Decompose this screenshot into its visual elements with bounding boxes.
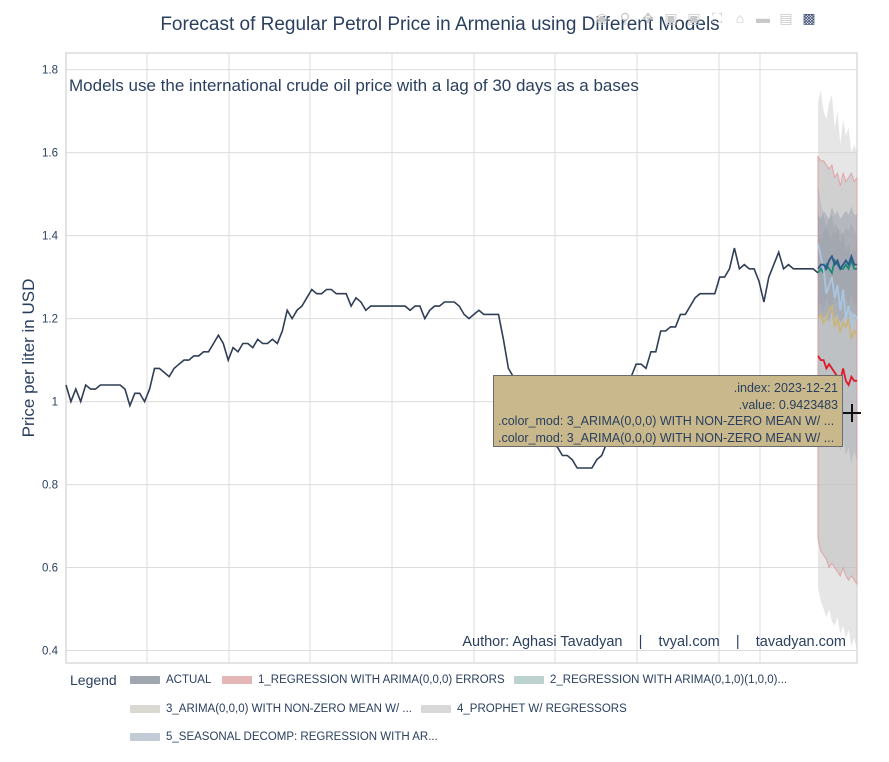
plotly-logo-icon[interactable]: ▩ (802, 9, 816, 26)
hover-tooltip: .index: 2023-12-21 .value: 0.9423483 .co… (493, 375, 843, 447)
tooltip-index: .index: 2023-12-21 (733, 381, 838, 395)
y-tick-label: 0.4 (42, 646, 59, 658)
pan-icon[interactable]: ✥ (642, 9, 654, 26)
forecast-line-5 (817, 253, 857, 271)
y-tick-label: 1.8 (42, 65, 58, 77)
legend-swatch (421, 705, 451, 713)
legend-label: 5_SEASONAL DECOMP: REGRESSION WITH AR... (166, 731, 438, 743)
legend-title: Legend (70, 672, 117, 688)
chart-title: Forecast of Regular Petrol Price in Arme… (160, 14, 719, 35)
tooltip-color-mod-2: .color_mod: 3_ARIMA(0,0,0) WITH NON-ZERO… (498, 430, 835, 445)
y-tick-label: 0.6 (42, 563, 58, 575)
compare-icon[interactable]: ▤ (779, 9, 793, 26)
zoom-icon[interactable]: ⚲ (619, 9, 631, 26)
crosshair-cursor-icon (843, 404, 861, 422)
tooltip-color-mod: .color_mod: 3_ARIMA(0,0,0) WITH NON-ZERO… (498, 414, 835, 428)
legend-label: ACTUAL (166, 674, 212, 686)
legend-item-model-3[interactable]: 3_ARIMA(0,0,0) WITH NON-ZERO MEAN W/ ... (130, 703, 412, 715)
zoom-in-icon[interactable]: ▣ (664, 9, 678, 26)
y-tick-label: 0.8 (42, 480, 58, 492)
y-axis-ticks: 0.4 0.6 0.8 1 1.2 1.4 1.6 1.8 (42, 65, 59, 658)
legend-swatch (130, 733, 160, 741)
legend-item-model-1[interactable]: 1_REGRESSION WITH ARIMA(0,0,0) ERRORS (222, 674, 505, 686)
legend-swatch (130, 676, 160, 684)
spike-lines-icon[interactable]: ▬ (756, 10, 770, 26)
legend-swatch (130, 705, 160, 713)
legend-label: 2_REGRESSION WITH ARIMA(0,1,0)(1,0,0)... (550, 674, 788, 686)
forecast-line-4 (817, 243, 858, 328)
y-axis-label: Price per liter in USD (19, 279, 38, 438)
autoscale-icon[interactable]: ⛶ (712, 9, 722, 26)
legend-item-model-2[interactable]: 2_REGRESSION WITH ARIMA(0,1,0)(1,0,0)... (514, 674, 787, 686)
legend-item-actual[interactable]: ACTUAL (130, 674, 211, 686)
chart-subtitle: Models use the international crude oil p… (69, 76, 639, 95)
author-annotation: Author: Aghasi Tavadyan | tvyal.com | ta… (462, 634, 846, 650)
zoom-out-icon[interactable]: ▣ (687, 9, 701, 26)
legend-swatch (222, 676, 252, 684)
grid-lines (66, 53, 857, 663)
legend-item-model-4[interactable]: 4_PROPHET W/ REGRESSORS (421, 703, 627, 715)
plot-area[interactable] (65, 52, 858, 664)
series-line-actual (65, 247, 819, 469)
y-tick-label: 1.6 (42, 148, 58, 160)
y-tick-label: 1.4 (42, 231, 59, 243)
legend-label: 3_ARIMA(0,0,0) WITH NON-ZERO MEAN W/ ... (166, 703, 412, 715)
legend-label: 1_REGRESSION WITH ARIMA(0,0,0) ERRORS (258, 674, 505, 686)
legend-label: 4_PROPHET W/ REGRESSORS (457, 703, 627, 715)
y-tick-label: 1 (52, 397, 58, 409)
home-icon[interactable]: ⌂ (735, 10, 745, 26)
forecast-line-3 (817, 303, 858, 340)
y-tick-label: 1.2 (42, 314, 58, 326)
legend-item-model-5[interactable]: 5_SEASONAL DECOMP: REGRESSION WITH AR... (130, 731, 438, 743)
modebar: ◉ ⚲ ✥ ▣ ▣ ⛶ ⌂ ▬ ▤ ▩ (592, 8, 819, 28)
forecast-bands (817, 90, 858, 651)
legend-swatch (514, 676, 544, 684)
camera-icon[interactable]: ◉ (595, 9, 609, 26)
tooltip-value: .value: 0.9423483 (738, 397, 838, 412)
